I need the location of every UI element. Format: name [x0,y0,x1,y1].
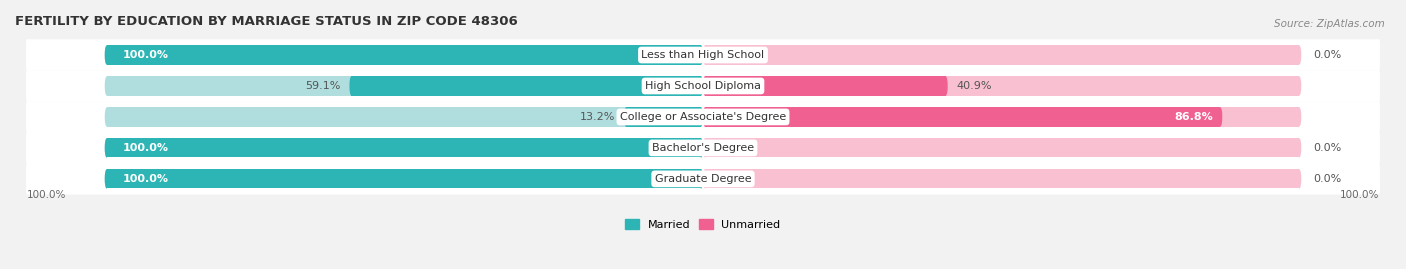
Text: Bachelor's Degree: Bachelor's Degree [652,143,754,153]
FancyBboxPatch shape [704,76,1299,95]
FancyBboxPatch shape [352,76,702,95]
FancyBboxPatch shape [27,101,1379,133]
Text: Source: ZipAtlas.com: Source: ZipAtlas.com [1274,19,1385,29]
Ellipse shape [1298,76,1302,95]
Ellipse shape [699,107,703,126]
Ellipse shape [104,76,108,95]
Ellipse shape [699,45,703,65]
Text: 100.0%: 100.0% [122,50,169,60]
Ellipse shape [104,169,108,189]
Ellipse shape [703,138,707,157]
FancyBboxPatch shape [107,45,702,65]
FancyBboxPatch shape [107,138,702,157]
Ellipse shape [699,169,703,189]
Ellipse shape [104,107,108,126]
Ellipse shape [104,138,108,157]
FancyBboxPatch shape [704,45,1299,65]
Text: 100.0%: 100.0% [27,190,66,200]
Text: High School Diploma: High School Diploma [645,81,761,91]
Text: 100.0%: 100.0% [1340,190,1379,200]
Text: 40.9%: 40.9% [956,81,993,91]
FancyBboxPatch shape [107,169,702,189]
Ellipse shape [699,107,703,126]
Text: FERTILITY BY EDUCATION BY MARRIAGE STATUS IN ZIP CODE 48306: FERTILITY BY EDUCATION BY MARRIAGE STATU… [15,15,517,28]
Ellipse shape [699,169,703,189]
Ellipse shape [624,107,627,126]
Text: 0.0%: 0.0% [1313,143,1341,153]
Text: 59.1%: 59.1% [305,81,340,91]
Ellipse shape [350,76,353,95]
Ellipse shape [703,76,707,95]
Ellipse shape [699,138,703,157]
Text: 100.0%: 100.0% [122,174,169,184]
FancyBboxPatch shape [704,169,1299,189]
Ellipse shape [703,169,707,189]
Text: 0.0%: 0.0% [1313,174,1341,184]
Ellipse shape [703,76,707,95]
Text: 13.2%: 13.2% [579,112,614,122]
FancyBboxPatch shape [107,45,702,65]
Ellipse shape [1298,169,1302,189]
Ellipse shape [943,76,948,95]
Ellipse shape [699,76,703,95]
Ellipse shape [699,76,703,95]
FancyBboxPatch shape [107,169,702,189]
Ellipse shape [104,45,108,65]
Text: Less than High School: Less than High School [641,50,765,60]
Ellipse shape [104,45,108,65]
Ellipse shape [104,169,108,189]
FancyBboxPatch shape [27,132,1379,164]
FancyBboxPatch shape [704,107,1299,126]
Ellipse shape [104,138,108,157]
FancyBboxPatch shape [107,107,702,126]
Text: Graduate Degree: Graduate Degree [655,174,751,184]
FancyBboxPatch shape [704,76,946,95]
FancyBboxPatch shape [27,70,1379,102]
FancyBboxPatch shape [107,138,702,157]
Legend: Married, Unmarried: Married, Unmarried [623,217,783,232]
FancyBboxPatch shape [704,107,1220,126]
Ellipse shape [1298,45,1302,65]
Ellipse shape [1298,107,1302,126]
Ellipse shape [699,45,703,65]
Text: 0.0%: 0.0% [1313,50,1341,60]
Text: College or Associate's Degree: College or Associate's Degree [620,112,786,122]
Text: 100.0%: 100.0% [122,143,169,153]
Ellipse shape [1298,138,1302,157]
Ellipse shape [703,45,707,65]
FancyBboxPatch shape [107,76,702,95]
FancyBboxPatch shape [27,39,1379,71]
Ellipse shape [1219,107,1222,126]
FancyBboxPatch shape [626,107,702,126]
Ellipse shape [699,138,703,157]
FancyBboxPatch shape [704,138,1299,157]
Text: 86.8%: 86.8% [1174,112,1213,122]
Ellipse shape [703,107,707,126]
Ellipse shape [703,107,707,126]
FancyBboxPatch shape [27,163,1379,194]
